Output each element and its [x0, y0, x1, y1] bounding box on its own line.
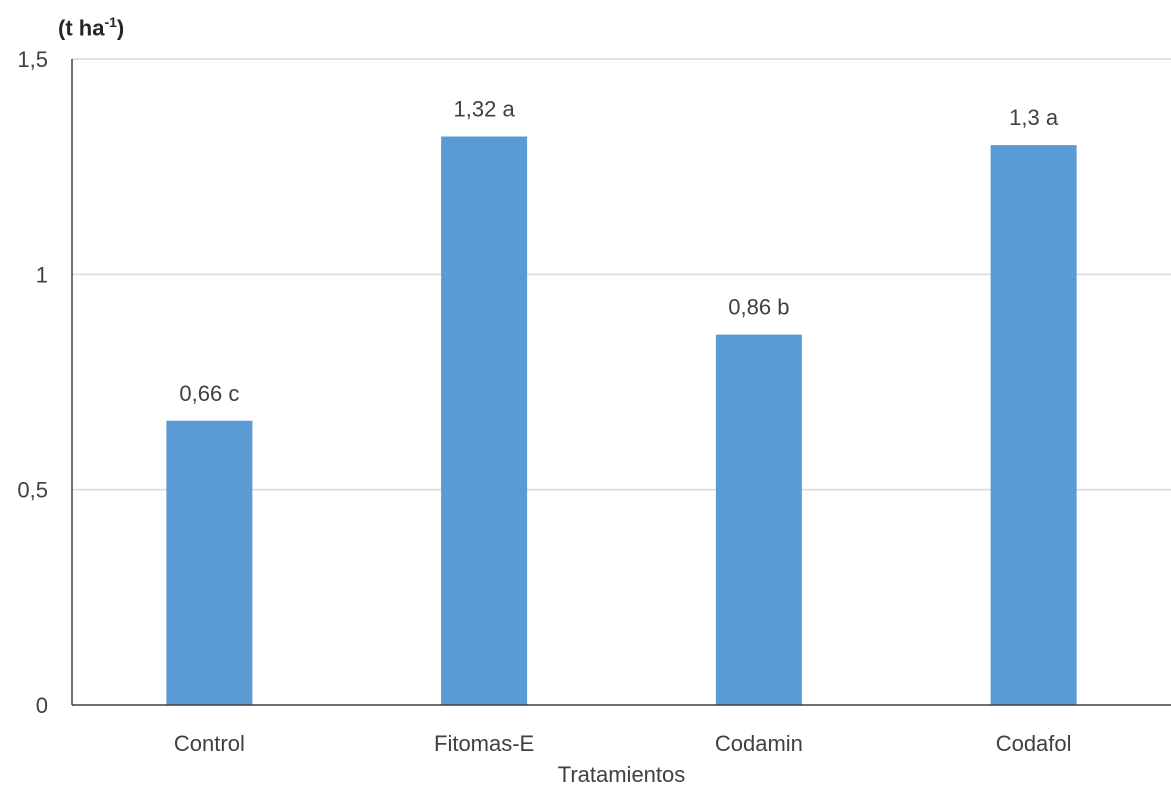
- y-tick-label: 1: [36, 262, 48, 287]
- x-tick-labels: Control Fitomas-E Codamin Codafol: [174, 731, 1072, 756]
- y-tick-label: 1,5: [17, 47, 48, 72]
- bar-fitomas-e: [441, 136, 528, 705]
- bar-data-label: 0,66 c: [179, 381, 239, 406]
- x-axis-title: Tratamientos: [558, 762, 686, 785]
- y-axis-label: (t ha-1): [58, 14, 125, 41]
- bar-data-label: 1,3 a: [1009, 105, 1059, 130]
- bar-codafol: [990, 145, 1077, 706]
- x-tick-label: Control: [174, 731, 245, 756]
- y-tick-labels: 0 0,5 1 1,5: [17, 47, 48, 718]
- y-tick-label: 0,5: [17, 478, 48, 503]
- bar-data-label: 1,32 a: [454, 97, 516, 122]
- y-tick-label: 0: [36, 693, 48, 718]
- x-tick-label: Fitomas-E: [434, 731, 534, 756]
- bars: [166, 136, 1077, 706]
- bar-data-label: 0,86 b: [728, 295, 789, 320]
- gridlines: [72, 58, 1171, 491]
- bar-data-labels: 0,66 c 1,32 a 0,86 b 1,3 a: [179, 97, 1058, 406]
- bar-codamin: [715, 334, 802, 705]
- x-tick-label: Codafol: [996, 731, 1072, 756]
- bar-control: [166, 420, 253, 705]
- x-tick-label: Codamin: [715, 731, 803, 756]
